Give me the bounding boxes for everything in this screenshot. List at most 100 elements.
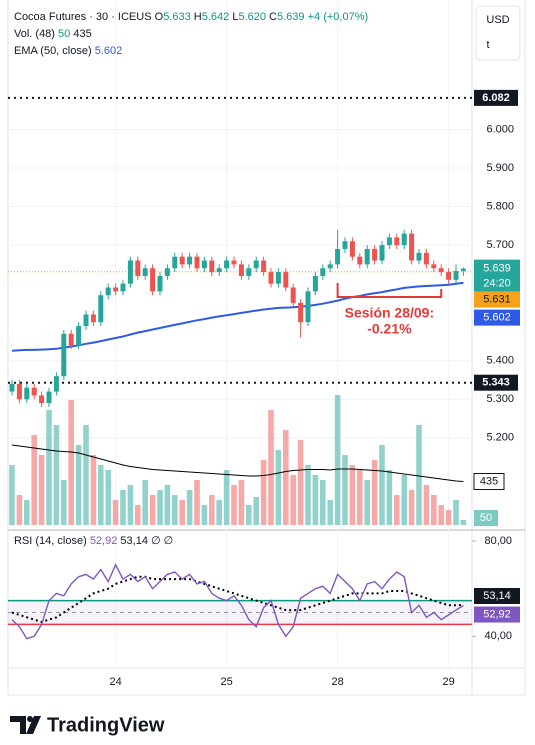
candle-body [53,376,59,392]
volume-bar [431,495,437,525]
rsi-extra: ∅ ∅ [151,535,174,547]
ohlc-value: 5.633 [163,11,191,23]
volume-bar [216,500,222,525]
candle-body [231,260,237,265]
candle-body [438,268,444,273]
candle-body [24,387,30,400]
x-tick-label: 28 [331,676,343,688]
volume-bar [98,465,104,525]
volume-bar [305,465,311,525]
candle-body [224,260,230,269]
brand: TradingView [47,714,165,736]
volume-bar [260,460,267,525]
candle-body [238,264,244,276]
candle-body [372,248,378,261]
volume-ma-line [11,444,464,482]
volume-bar [61,480,67,525]
rsi-tick-label: 40,00 [484,630,512,642]
lines-layer [8,96,472,640]
volume-label: 50 [480,512,492,524]
y-tick-label: 6.000 [486,123,514,135]
candle-body [305,291,311,323]
volume-bar [423,485,430,525]
candle-body [105,287,111,296]
ema-name: EMA (50, close) [14,45,92,57]
volume-bar [16,495,23,525]
annotation-bracket [336,283,443,298]
volume-bar [320,480,326,525]
ohlc-value: 5.620 [238,11,266,23]
volume-bar [83,425,89,525]
ohlc-prefix: L [232,11,239,23]
y-tick-label: 5.800 [486,200,514,212]
candle-body [157,275,163,292]
volume-bar [268,410,274,525]
volume-value: 50 [58,28,71,40]
candle-body [253,260,259,269]
rsi-tick-label: 80,00 [484,535,512,547]
y-tick-label: 5.400 [486,355,514,367]
logo-icon [10,716,41,734]
ohlc-prefix: O [154,11,164,23]
rsi-signal-label: 53,14 [483,590,511,602]
annotation-text: Sesión 28/09: [345,305,435,321]
candle-body [127,260,133,284]
candle-body [68,333,74,346]
volume-bar [327,500,333,525]
volume-bar [9,465,15,525]
y-tick-label: 5.200 [486,432,514,444]
y-tick-label: 5.700 [486,239,514,251]
volume-legend: Vol. (48) 50 435 [14,26,92,43]
candle-body [76,326,82,346]
volume-bar [127,485,134,525]
candle-body [327,264,333,269]
volume-bar [283,430,289,525]
ema-box [474,309,520,326]
symbol: Cocoa Futures · 30 · ICEUS [14,11,152,23]
last-price-box [474,259,520,292]
volume-bar [334,395,341,525]
rsi-value-box [474,606,520,623]
y-tick-label: 5.900 [486,162,514,174]
last-price-label: 5.639 [483,263,511,275]
currency-button[interactable] [475,5,521,61]
ohlc-prefix: H [193,11,202,23]
ohlc-value: 5.642 [201,11,230,23]
volume-bar [53,425,60,525]
volume-bar [164,485,171,525]
volume-bar [172,495,178,525]
volume-bar [231,485,237,525]
volume-bar [105,470,111,525]
volume-bar [342,455,348,525]
candle-body [150,268,156,292]
candle-body [246,268,252,276]
volume-bar [149,495,156,525]
volume-bar [438,505,444,525]
volume-bar [157,490,163,525]
volume-bar [75,445,82,525]
candle-body [349,241,355,257]
candle-body [298,302,304,323]
candle-body [290,287,296,303]
volume-bar [453,500,459,525]
candle-body [275,272,281,284]
volume-bar [408,490,415,525]
candle-body [364,248,370,265]
candle-body [31,387,37,396]
volume-bar [24,500,30,525]
volume-box [474,510,498,526]
ohlc-prefix: C [269,11,277,23]
candle-body [164,268,170,276]
rsi-name: RSI (14, close) [14,535,87,547]
candle-body [283,272,289,288]
countdown-label: 24:20 [483,278,511,290]
volume-bar [312,475,319,525]
candle-body [416,252,422,261]
volume-bar [416,425,422,525]
candle-body [386,237,392,246]
rsi-value-label: 52,92 [483,608,511,620]
candle-body [401,233,407,246]
candle-body [172,256,178,269]
volume-bar [135,505,141,525]
